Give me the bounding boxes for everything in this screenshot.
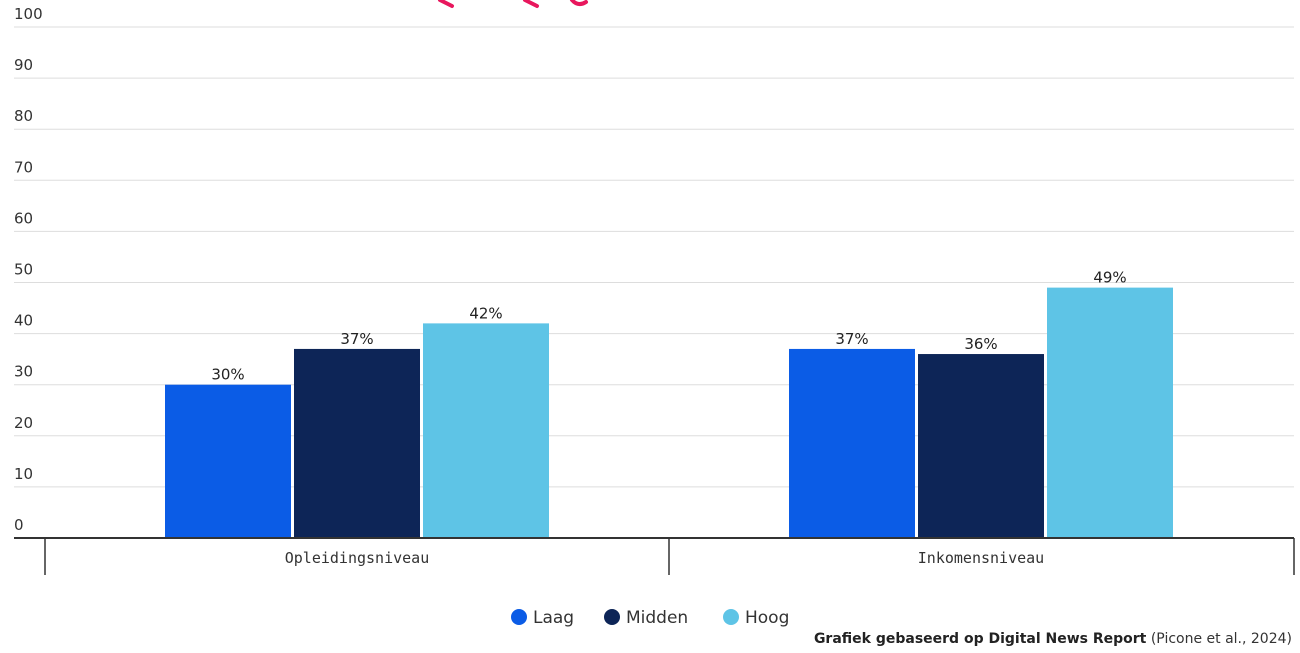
data-label: 37% xyxy=(340,330,373,348)
bar xyxy=(165,384,291,538)
y-tick-label: 30 xyxy=(14,363,33,381)
data-label: 36% xyxy=(964,335,997,353)
bars xyxy=(165,287,1173,538)
y-tick-label: 100 xyxy=(14,5,43,23)
y-tick-label: 70 xyxy=(14,158,33,176)
legend-label: Midden xyxy=(626,608,688,628)
source-rest: (Picone et al., 2024) xyxy=(1146,631,1292,647)
bar xyxy=(1047,287,1173,538)
legend-label: Laag xyxy=(533,608,574,628)
y-tick-label: 80 xyxy=(14,107,33,125)
data-labels: 30% 37% 42% 37% 36% 49% xyxy=(211,269,1126,384)
title-stroke xyxy=(570,0,588,7)
y-tick-label: 90 xyxy=(14,56,33,74)
bar xyxy=(423,323,549,538)
source-bold: Grafiek gebaseerd op Digital News Report xyxy=(813,631,1147,647)
y-tick-label: 40 xyxy=(14,312,33,330)
legend-marker xyxy=(604,609,620,625)
legend-marker xyxy=(511,609,527,625)
y-axis-ticks: 0 10 20 30 40 50 60 70 80 90 100 xyxy=(14,5,43,534)
bar xyxy=(789,348,915,538)
data-label: 42% xyxy=(469,304,502,322)
y-tick-label: 10 xyxy=(14,465,33,483)
source-note: Grafiek gebaseerd op Digital News Report… xyxy=(814,631,1292,647)
data-label: 30% xyxy=(211,366,244,384)
y-tick-label: 0 xyxy=(14,516,24,534)
y-tick-label: 60 xyxy=(14,209,33,227)
bar xyxy=(294,348,420,538)
legend: Laag Midden Hoog xyxy=(511,608,789,628)
title-stroke xyxy=(523,0,539,8)
x-axis: Opleidingsniveau Inkomensniveau xyxy=(14,537,1295,575)
title-stroke xyxy=(438,0,454,8)
category-label: Inkomensniveau xyxy=(918,549,1044,567)
y-tick-label: 20 xyxy=(14,414,33,432)
title-fragment xyxy=(438,0,588,8)
legend-label: Hoog xyxy=(745,608,789,628)
category-label: Opleidingsniveau xyxy=(285,549,430,567)
data-label: 37% xyxy=(835,330,868,348)
legend-marker xyxy=(723,609,739,625)
data-label: 49% xyxy=(1093,269,1126,287)
bar xyxy=(918,354,1044,538)
y-tick-label: 50 xyxy=(14,261,33,279)
